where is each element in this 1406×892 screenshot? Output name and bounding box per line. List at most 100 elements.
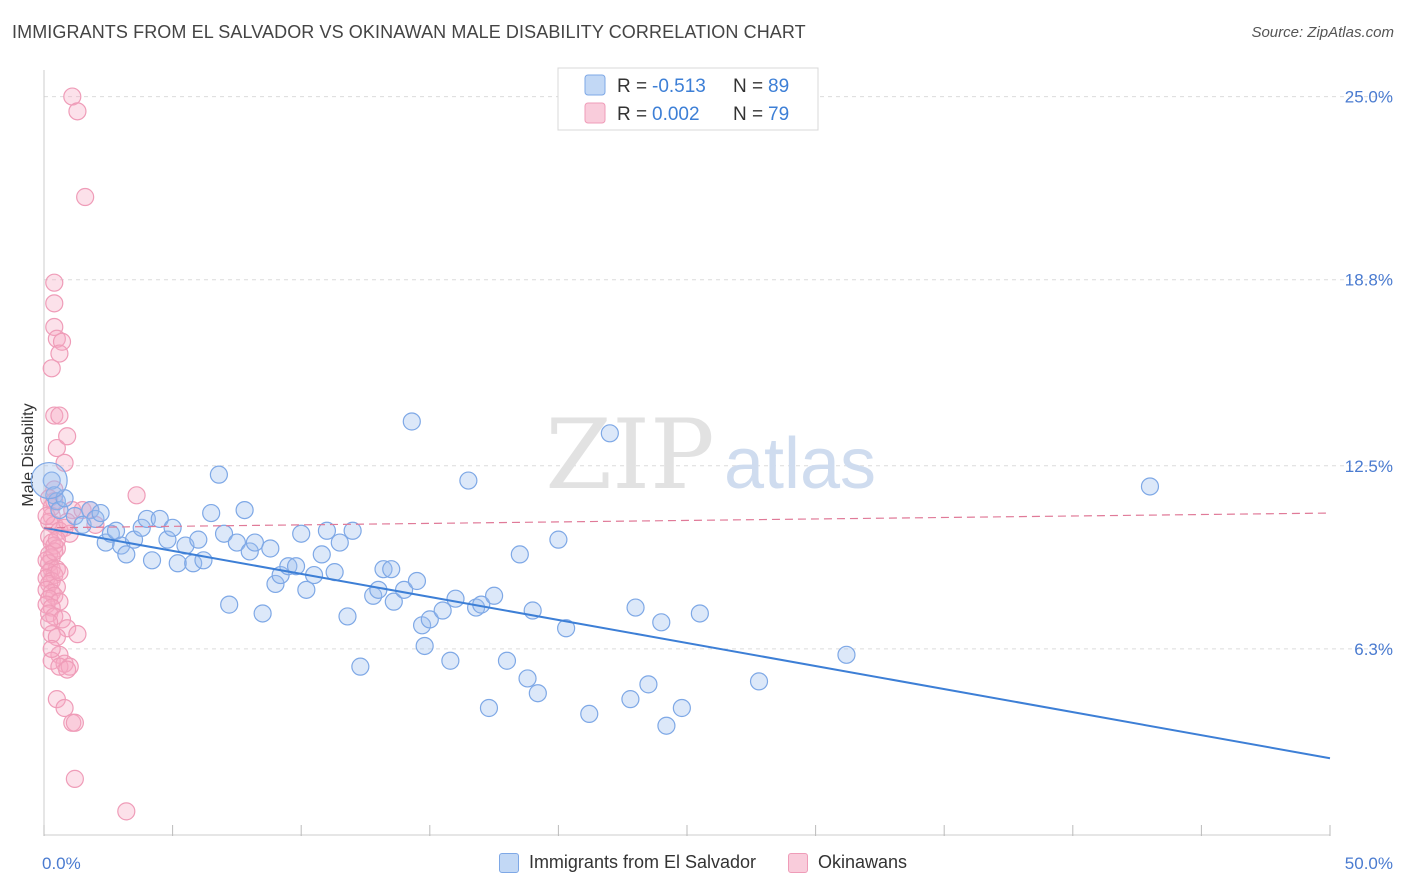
legend-n-label-1: N = [733, 76, 763, 97]
legend-swatch-pink [584, 102, 606, 124]
el-salvador-point-58 [407, 571, 427, 591]
el-salvador-point-9 [91, 503, 110, 523]
x-tick-label-1: 50.0% [1345, 854, 1393, 873]
trend-line-okinawans [43, 512, 1331, 529]
el-salvador-point-83 [657, 716, 676, 735]
el-salvador-point-7 [81, 500, 100, 520]
y-tick-label-0: 6.3% [1354, 640, 1393, 659]
el-salvador-point-64 [446, 589, 465, 608]
el-salvador-point-41 [292, 524, 311, 543]
el-salvador-point-79 [621, 690, 640, 709]
legend: R = -0.513 N = 89 R = 0.002 N = 79 [557, 67, 819, 131]
okinawans-point-69 [117, 802, 136, 821]
el-salvador-point-49 [343, 521, 362, 540]
el-salvador-point-40 [286, 557, 306, 576]
okinawans-point-4 [45, 294, 64, 313]
el-salvador-point-29 [214, 524, 234, 543]
okinawans-point-8 [50, 344, 69, 363]
el-salvador-point-cluster [30, 461, 68, 500]
okinawans-point-62 [60, 657, 79, 676]
el-salvador-point-87 [837, 645, 856, 664]
el-salvador-point-42 [297, 580, 316, 599]
legend-n-value-2: 79 [768, 104, 789, 125]
trend-line-el-salvador [43, 526, 1331, 760]
okinawans-point-78 [42, 639, 61, 659]
el-salvador-point-8 [86, 509, 105, 529]
okinawans-point-5 [45, 317, 64, 337]
watermark-atlas: atlas [724, 424, 876, 504]
okinawans-point-19 [127, 486, 146, 505]
el-salvador-point-65 [459, 471, 478, 490]
series-legend-swatch-blue [498, 852, 519, 873]
okinawans-point-57 [47, 628, 66, 647]
el-salvador-point-77 [580, 704, 599, 723]
okinawans-point-63 [58, 660, 77, 679]
el-salvador-point-28 [209, 465, 228, 484]
el-salvador-point-45 [317, 521, 337, 540]
okinawans-point-67 [65, 713, 84, 732]
el-salvador-point-32 [235, 500, 254, 520]
series-legend-item-el-salvador: Immigrants from El Salvador [498, 852, 756, 873]
el-salvador-point-57 [402, 412, 421, 431]
el-salvador-point-70 [497, 651, 517, 670]
okinawans-point-68 [65, 769, 84, 788]
legend-r-label-2: R = [617, 104, 647, 125]
el-salvador-point-74 [528, 684, 547, 703]
okinawans-point-73 [45, 542, 64, 561]
okinawans-point-65 [55, 698, 74, 718]
axes [43, 70, 1331, 836]
okinawans-point-74 [50, 563, 69, 582]
el-salvador-point-19 [150, 509, 169, 529]
okinawans-point-3 [45, 273, 64, 292]
okinawans-point-2 [76, 187, 95, 207]
watermark-zip: ZIP [545, 399, 714, 511]
el-salvador-point-85 [690, 604, 709, 623]
okinawans-point-6 [47, 329, 66, 348]
el-salvador-point-44 [312, 545, 331, 564]
el-salvador-point-48 [338, 607, 357, 626]
series-el-salvador [30, 412, 1160, 735]
el-salvador-point-53 [374, 560, 393, 579]
legend-r-value-1: -0.513 [652, 76, 706, 97]
el-salvador-point-21 [163, 518, 182, 537]
okinawans-point-77 [47, 530, 66, 549]
el-salvador-point-52 [369, 580, 388, 599]
y-tick-label-3: 25.0% [1345, 88, 1393, 107]
el-salvador-point-37 [266, 574, 285, 594]
el-salvador-point-88 [1140, 477, 1160, 496]
el-salvador-point-55 [384, 592, 403, 611]
legend-n-label-2: N = [733, 104, 763, 125]
el-salvador-point-69 [485, 586, 504, 605]
el-salvador-point-60 [415, 636, 434, 656]
el-salvador-point-54 [382, 560, 401, 579]
y-axis-title: Male Disability [20, 403, 37, 506]
el-salvador-point-61 [420, 610, 439, 629]
okinawans-point-10 [45, 406, 64, 425]
grid-lines [44, 96, 1395, 650]
okinawans-point-12 [47, 438, 66, 458]
el-salvador-point-47 [330, 533, 349, 552]
el-salvador-point-18 [142, 551, 162, 570]
okinawans-point-55 [68, 625, 87, 644]
okinawans-point-56 [42, 625, 61, 644]
series-legend-label-okinawans: Okinawans [818, 852, 908, 872]
el-salvador-point-27 [202, 503, 221, 523]
el-salvador-point-0 [42, 471, 61, 490]
el-salvador-point-86 [749, 672, 769, 691]
okinawans-point-75 [40, 613, 59, 632]
el-salvador-point-82 [652, 613, 671, 632]
el-salvador-point-14 [117, 545, 136, 564]
source-label: Source: ZipAtlas.com [1251, 24, 1394, 41]
legend-r-value-2: 0.002 [652, 104, 700, 125]
el-salvador-point-80 [626, 598, 645, 617]
el-salvador-point-17 [137, 509, 156, 529]
el-salvador-point-11 [101, 524, 120, 543]
el-salvador-point-75 [549, 530, 568, 549]
el-salvador-point-35 [253, 604, 272, 623]
series-legend: Immigrants from El Salvador Okinawans [0, 852, 1406, 873]
series-legend-swatch-pink [788, 852, 809, 873]
el-salvador-point-3 [50, 500, 69, 520]
watermark: ZIP atlas [545, 399, 876, 511]
okinawans-point-1 [68, 102, 87, 121]
